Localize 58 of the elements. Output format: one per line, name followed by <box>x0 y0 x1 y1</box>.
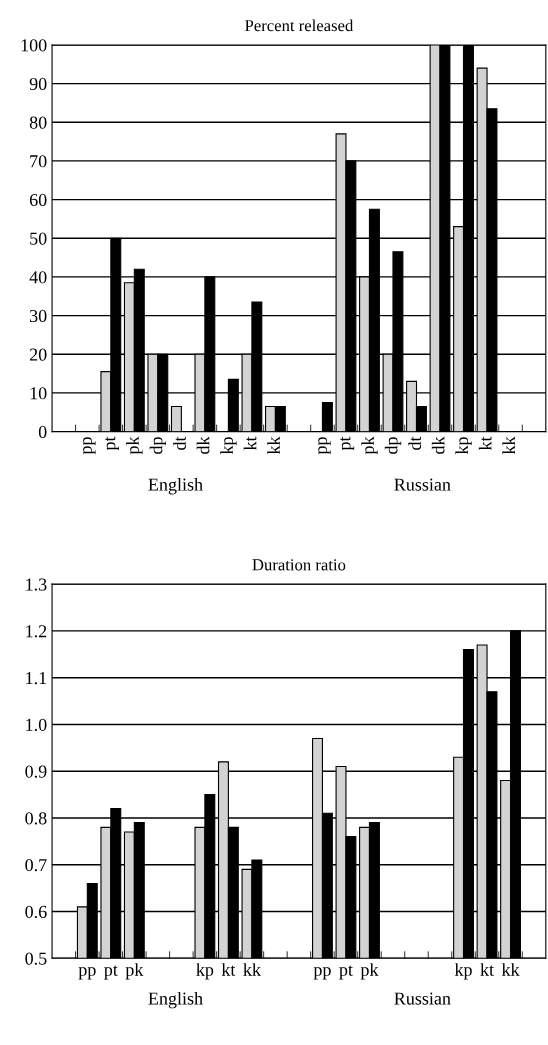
chart-title: Duration ratio <box>252 559 346 571</box>
text: English <box>148 991 203 1009</box>
text: Russian <box>394 992 451 1005</box>
y-tick-label: 0.8 <box>25 812 47 825</box>
x-tick-label: dp <box>384 437 402 454</box>
y-tick-label: 20 <box>29 348 47 361</box>
x-tick-label: dt <box>173 436 186 450</box>
x-tick-label: pk <box>125 963 144 980</box>
x-tick-label: pk <box>361 436 378 455</box>
x-tick-label: pt <box>104 965 118 980</box>
y-tick-label: 30 <box>30 309 47 323</box>
x-tick-label: kk <box>243 963 261 976</box>
x-tick-label: pp <box>83 437 96 455</box>
x-tick-label: kk <box>267 436 280 455</box>
x-tick-label: dp <box>149 437 167 454</box>
y-tick-label: 50 <box>30 232 47 245</box>
x-tick-label: pt <box>340 436 355 451</box>
x-tick-label: pt <box>339 965 353 980</box>
y-tick-label: 0.7 <box>25 858 47 872</box>
y-tick-label: 40 <box>29 271 47 284</box>
x-tick-label: kp <box>454 963 472 980</box>
text: Russian <box>394 478 451 491</box>
x-tick-label: pt <box>105 436 120 451</box>
y-tick-label: 60 <box>29 193 47 207</box>
y-tick-label: 0 <box>38 425 47 439</box>
x-tick-label: kp <box>196 963 214 980</box>
y-tick-label: 1.2 <box>26 625 47 638</box>
y-tick-label: 0.5 <box>25 952 47 965</box>
x-tick-label: pp <box>318 437 331 455</box>
y-tick-label: 80 <box>29 116 47 129</box>
x-tick-label: kk <box>502 436 515 455</box>
y-tick-label: 1.3 <box>26 578 47 591</box>
x-tick-label: kk <box>501 963 520 976</box>
y-tick-label: 90 <box>29 77 47 91</box>
x-tick-label: pk <box>126 436 143 455</box>
y-tick-label: 100 <box>21 39 47 52</box>
x-tick-label: kt <box>221 963 236 976</box>
x-tick-label: pp <box>313 967 331 980</box>
x-tick-label: kt <box>243 436 257 451</box>
y-tick-label: 0.9 <box>25 765 47 778</box>
x-tick-label: kt <box>480 963 494 976</box>
x-tick-label: dk <box>431 436 445 454</box>
y-tick-label: 0.6 <box>25 905 47 919</box>
bar <box>170 405 182 432</box>
text: English <box>148 477 203 495</box>
chart-title: Percent released <box>245 19 354 32</box>
x-tick-label: kp <box>220 437 237 455</box>
x-tick-label: kp <box>455 437 472 455</box>
bar <box>321 402 333 432</box>
x-tick-label: pp <box>78 967 96 980</box>
x-tick-label: pk <box>360 963 379 980</box>
y-tick-label: 1.1 <box>26 672 47 685</box>
y-tick-label: 1.0 <box>26 718 47 731</box>
y-tick-label: 10 <box>30 387 47 400</box>
x-tick-label: kt <box>478 436 492 451</box>
x-tick-label: dk <box>196 436 210 454</box>
x-tick-label: dt <box>408 436 422 450</box>
y-tick-label: 70 <box>30 155 47 168</box>
